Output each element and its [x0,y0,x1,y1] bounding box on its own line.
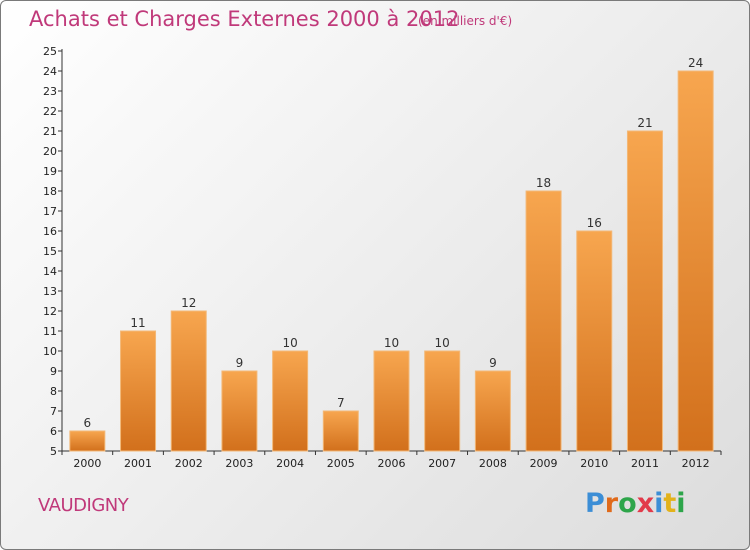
logo-letter: P [585,488,605,519]
data-label-2003: 9 [236,356,244,370]
y-tick-label: 7 [50,405,57,418]
y-tick-label: 17 [43,205,57,218]
y-tick-label: 24 [43,65,57,78]
data-label-2002: 12 [181,296,196,310]
data-label-2011: 21 [637,116,652,130]
bars [69,70,714,452]
data-label-2004: 10 [282,336,297,350]
y-tick-label: 23 [43,85,57,98]
y-tick-label: 19 [43,165,57,178]
bar-2008 [474,370,511,452]
x-tick-label: 2012 [682,457,710,470]
bar-2006 [373,350,410,452]
y-tick-label: 15 [43,245,57,258]
logo-letter: i [676,488,686,519]
logo-letter: t [663,488,677,519]
data-label-2010: 16 [587,216,602,230]
y-axis: 5 6 7 8 9 10 11 12 13 14 15 16 17 18 19 20 21 22 23 24 25 [43,45,63,458]
logo-letter: i [654,488,664,519]
x-tick-label: 2001 [124,457,152,470]
x-tick-label: 2008 [479,457,507,470]
y-tick-label: 11 [43,325,57,338]
x-tick-label: 2010 [580,457,608,470]
bar-2000 [69,430,106,452]
y-tick-label: 8 [50,385,57,398]
logo-letter: o [618,488,637,519]
bar-2004 [272,350,309,452]
data-label-2008: 9 [489,356,497,370]
logo-letter: x [636,488,655,519]
y-tick-label: 18 [43,185,57,198]
bar-2010 [576,230,613,452]
x-tick-label: 2000 [73,457,101,470]
data-label-2006: 10 [384,336,399,350]
data-label-2012: 24 [688,56,703,70]
data-label-2009: 18 [536,176,551,190]
place-name: VAUDIGNY [38,495,129,516]
bar-2009 [525,190,562,452]
y-tick-label: 20 [43,145,57,158]
bar-2012 [677,70,714,452]
bar-2007 [424,350,461,452]
x-tick-label: 2002 [175,457,203,470]
x-tick-label: 2004 [276,457,304,470]
y-tick-label: 25 [43,45,57,58]
x-tick-label: 2005 [327,457,355,470]
proxiti-logo[interactable]: Proxiti [585,488,686,519]
chart-title: Achats et Charges Externes 2000 à 2012 [29,7,460,31]
bar-2003 [221,370,258,452]
y-tick-label: 21 [43,125,57,138]
y-tick-label: 13 [43,285,57,298]
data-label-2007: 10 [435,336,450,350]
logo-letter: r [604,488,619,519]
x-axis: 2000 2001 2002 2003 2004 2005 2006 2007 2008 2009… [61,450,722,470]
data-labels: 6 11 12 9 10 7 10 10 9 18 16 21 24 [84,56,704,430]
y-tick-label: 10 [43,345,57,358]
x-tick-label: 2011 [631,457,659,470]
x-tick-label: 2007 [428,457,456,470]
data-label-2005: 7 [337,396,345,410]
x-tick-label: 2003 [225,457,253,470]
y-tick-label: 9 [50,365,57,378]
data-label-2000: 6 [84,416,92,430]
y-tick-label: 16 [43,225,57,238]
y-tick-label: 12 [43,305,57,318]
y-tick-label: 5 [50,445,57,458]
bar-2001 [120,330,157,452]
x-tick-label: 2009 [530,457,558,470]
chart-subtitle: (en milliers d'€) [418,14,513,28]
x-tick-label: 2006 [378,457,406,470]
bar-2011 [626,130,663,452]
y-tick-label: 22 [43,105,57,118]
data-label-2001: 11 [130,316,145,330]
bar-2005 [322,410,359,452]
y-tick-label: 14 [43,265,57,278]
y-tick-label: 6 [50,425,57,438]
bar-2002 [170,310,207,452]
